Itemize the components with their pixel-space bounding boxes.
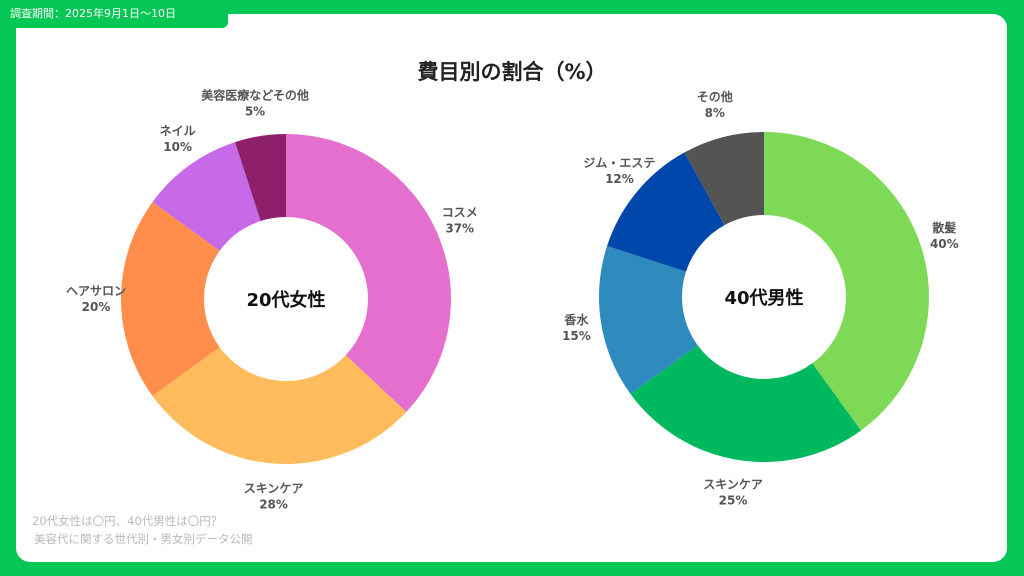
slice-value-female-20s-2: 20%: [82, 300, 111, 314]
slice-value-female-20s-1: 28%: [259, 498, 288, 512]
slice-female-20s-4: [235, 134, 286, 222]
footer-caption: 20代女性は〇円、40代男性は〇円？ 美容代に関する世代別・男女別データ公開: [32, 512, 253, 548]
slice-label-female-20s-1: スキンケア: [244, 482, 304, 496]
slice-male-40s-2: [599, 246, 698, 394]
slice-label-female-20s-4: 美容医療などその他: [201, 87, 309, 102]
slice-label-female-20s-0: コスメ: [442, 205, 478, 219]
slice-female-20s-0: [286, 134, 451, 412]
slice-label-male-40s-3: ジム・エステ: [583, 156, 655, 170]
donut-chart-male-40s: 散髪 40% スキンケア 25% 香水 15% ジム・エステ 12% その他 8% 40代男性: [562, 89, 959, 507]
slice-label-male-40s-1: スキンケア: [703, 478, 763, 492]
footer-line-1: 20代女性は〇円、40代男性は〇円？: [32, 514, 223, 528]
donut-center-label-female-20s: 20代女性: [246, 289, 325, 311]
slice-value-female-20s-3: 10%: [163, 140, 192, 154]
donut-chart-female-20s: コスメ 37% スキンケア 28% ヘアサロン 20% ネイル 10% 美容医療などその他 5% 2…: [66, 87, 478, 511]
survey-period-tab: 調査期間：2025年9月1日〜10日: [0, 0, 228, 28]
slice-label-female-20s-2: ヘアサロン: [66, 284, 126, 298]
slice-female-20s-2: [121, 202, 220, 396]
slice-label-male-40s-2: 香水: [563, 312, 589, 327]
footer-line-2: 美容代に関する世代別・男女別データ公開: [34, 532, 253, 546]
slice-female-20s-3: [152, 142, 261, 251]
slice-value-male-40s-2: 15%: [562, 329, 591, 343]
slice-label-male-40s-0: 散髪: [932, 220, 956, 235]
slice-male-40s-0: [764, 132, 929, 431]
slice-value-male-40s-0: 40%: [930, 237, 959, 251]
slice-value-female-20s-4: 5%: [245, 104, 265, 118]
slice-male-40s-4: [684, 132, 764, 226]
slice-male-40s-1: [630, 345, 861, 462]
slice-value-male-40s-1: 25%: [719, 494, 748, 508]
slice-female-20s-1: [152, 347, 407, 464]
donut-center-label-male-40s: 40代男性: [724, 287, 803, 309]
slice-male-40s-3: [607, 152, 725, 272]
slice-label-female-20s-3: ネイル: [160, 124, 196, 138]
slice-value-male-40s-3: 12%: [605, 172, 634, 186]
slice-label-male-40s-4: その他: [697, 89, 733, 104]
slice-value-male-40s-4: 8%: [705, 106, 725, 120]
slice-value-female-20s-0: 37%: [445, 221, 474, 235]
chart-title: 費目別の割合（%）: [417, 60, 607, 84]
